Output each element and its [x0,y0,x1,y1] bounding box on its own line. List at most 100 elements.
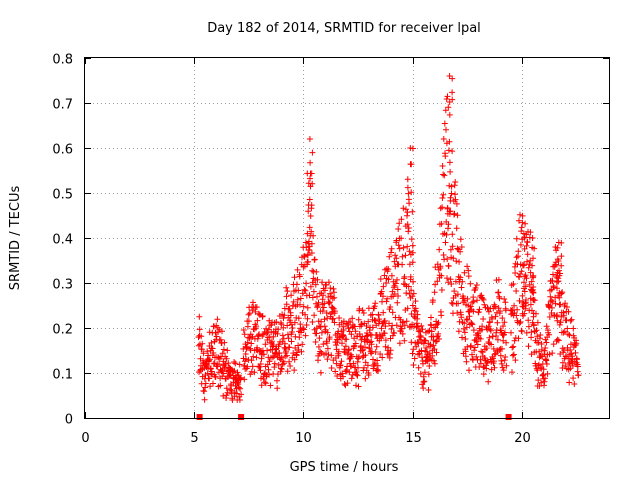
data-point [526,261,533,268]
data-point [485,378,492,385]
data-point [550,284,557,291]
data-point [555,337,562,344]
data-point [469,299,476,306]
data-point [308,228,315,235]
data-point [565,355,572,362]
data-point [544,370,551,377]
data-point [303,280,310,287]
data-point [327,290,334,297]
data-point [457,236,464,243]
data-point [374,357,381,364]
data-point [530,255,536,262]
data-point [464,295,471,302]
y-tick-label: 0.3 [52,278,73,293]
data-point [311,312,318,319]
data-point [546,351,553,358]
data-point [555,239,562,246]
data-point [377,351,384,357]
data-point [392,252,399,259]
data-point [309,149,316,156]
data-point [321,323,328,330]
data-point [441,172,448,179]
data-point [248,357,255,364]
data-point [513,235,520,242]
data-point [447,197,454,204]
data-point [326,299,333,306]
data-point [452,191,458,198]
gap-markers [196,414,512,420]
data-point [527,229,534,236]
data-point [245,318,252,325]
data-point [414,323,421,330]
data-point [408,161,415,168]
data-point [386,253,393,260]
data-point [375,368,382,374]
data-point [420,379,427,385]
data-point [572,349,579,356]
data-point [303,322,310,328]
data-point [325,351,332,358]
data-point [241,376,248,383]
data-point [334,373,341,379]
data-point [447,168,454,175]
data-point [200,350,207,357]
data-point [492,303,499,310]
data-point [498,360,505,367]
data-point [359,307,366,314]
data-point [208,339,215,346]
data-point [430,357,437,364]
data-point [213,333,220,340]
data-point [236,361,243,368]
data-point [329,304,336,311]
data-point [512,357,519,364]
data-point [407,145,414,151]
data-point [546,314,553,320]
data-point [235,384,242,391]
data-point [372,300,379,307]
data-point [382,337,389,344]
data-point [389,309,396,316]
data-point [340,373,346,380]
data-point [496,295,503,302]
data-point [318,329,325,336]
data-point [355,316,362,323]
data-point [290,298,297,305]
y-axis-label: SRMTID / TECUs [8,186,23,291]
data-point [524,251,531,258]
data-point [551,262,558,269]
data-point [473,353,480,360]
data-point [490,345,497,352]
data-point [266,358,273,365]
data-point [445,221,452,228]
data-point [221,339,228,346]
data-point [398,216,405,223]
data-point [196,313,203,320]
data-point [326,300,333,307]
data-point [519,212,526,219]
data-point [488,341,495,348]
data-point [554,244,561,251]
data-point [426,363,433,369]
data-point [502,299,509,306]
data-point [327,285,334,292]
data-point [405,225,412,231]
data-point [469,351,475,358]
data-point [419,326,426,333]
data-point [517,241,524,248]
data-point [511,263,518,270]
data-point [207,365,214,372]
data-point [568,350,575,357]
data-point [331,294,338,301]
data-point [309,319,316,325]
data-point [294,296,301,303]
data-point [330,315,336,322]
data-point [509,369,515,376]
data-point [393,322,400,329]
data-point [421,369,428,376]
data-point [439,195,446,201]
gap-marker [196,414,203,420]
data-point [523,242,530,249]
x-tick-label: 0 [81,431,89,446]
data-point [558,253,565,260]
data-point [438,220,445,227]
